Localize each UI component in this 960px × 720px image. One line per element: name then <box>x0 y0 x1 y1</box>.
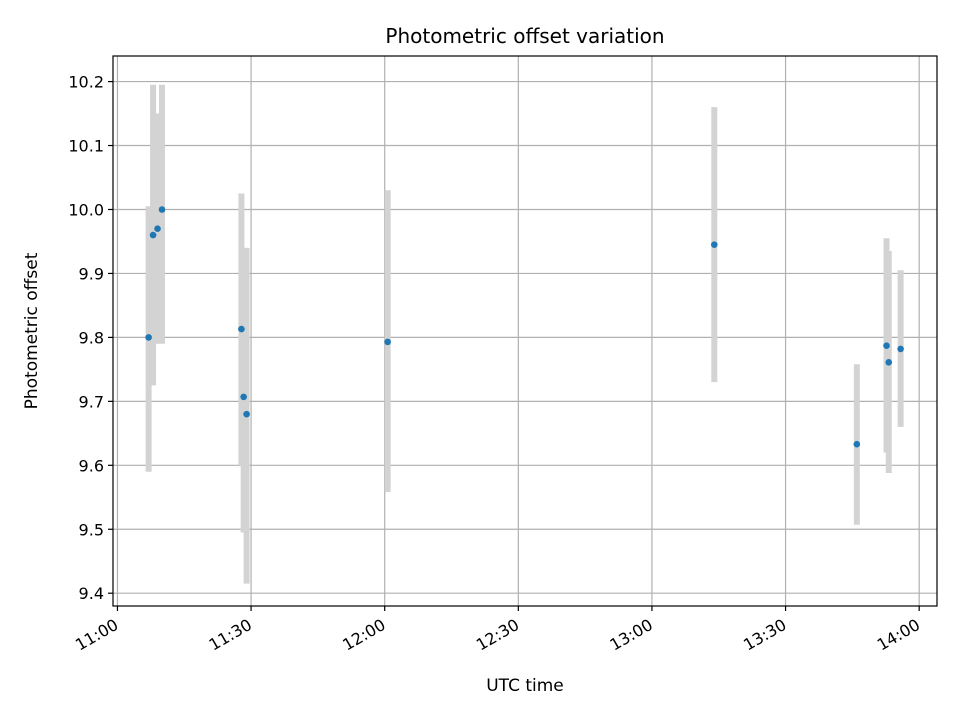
data-point <box>145 334 152 341</box>
data-point <box>384 338 391 346</box>
data-point <box>710 241 718 248</box>
data-point <box>243 410 250 418</box>
data-points <box>145 206 904 448</box>
plot-area-frame <box>112 55 938 607</box>
data-point <box>897 345 904 353</box>
x-axis-title: UTC time <box>486 676 564 696</box>
y-tick-label: 10.1 <box>68 137 104 156</box>
data-point <box>149 231 157 239</box>
y-tick-label: 10.2 <box>68 73 104 92</box>
y-tick-label: 9.4 <box>79 584 104 603</box>
data-point <box>238 325 245 333</box>
data-point <box>853 440 861 448</box>
y-tick-label: 9.5 <box>79 520 104 539</box>
y-tick-label: 10.0 <box>68 200 104 219</box>
grid <box>113 56 937 606</box>
data-point <box>240 393 247 401</box>
y-axis-title: Photometric offset <box>22 252 42 409</box>
y-tick-label: 9.6 <box>79 456 104 475</box>
chart-title: Photometric offset variation <box>385 24 664 48</box>
data-point <box>883 342 890 350</box>
data-point <box>154 225 161 232</box>
data-point <box>158 206 166 213</box>
y-tick-label: 9.9 <box>79 264 104 283</box>
y-tick-label: 9.7 <box>79 392 104 411</box>
y-tick-label: 9.8 <box>79 328 104 347</box>
data-point <box>885 359 893 366</box>
y-axis-ticks: 9.4 9.5 9.6 9.7 9.8 9.9 10.0 10.1 10.2 <box>68 73 113 603</box>
